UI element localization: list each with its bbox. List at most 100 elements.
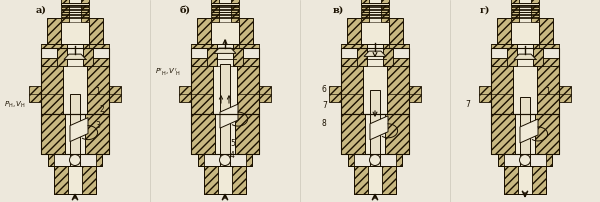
Text: 5: 5	[230, 139, 235, 148]
Text: 6: 6	[322, 85, 327, 94]
Bar	[491, 44, 511, 48]
Bar	[93, 58, 109, 66]
Bar	[211, 18, 239, 44]
Bar	[357, 44, 367, 66]
Bar	[519, 0, 532, 22]
Bar	[259, 86, 271, 102]
Bar	[246, 154, 252, 166]
Polygon shape	[220, 104, 238, 128]
Bar	[64, 58, 87, 114]
Bar	[197, 18, 211, 44]
Bar	[370, 90, 380, 166]
Bar	[511, 18, 539, 44]
Bar	[48, 154, 102, 166]
Bar	[387, 58, 409, 114]
Text: a): a)	[36, 6, 47, 15]
Bar	[232, 166, 246, 194]
Bar	[389, 18, 403, 44]
Polygon shape	[520, 119, 538, 143]
Bar	[341, 58, 357, 66]
Text: 3: 3	[95, 121, 100, 130]
Bar	[348, 154, 402, 166]
Bar	[498, 154, 504, 166]
Bar	[354, 166, 396, 194]
Bar	[235, 114, 259, 154]
Bar	[82, 166, 96, 194]
Bar	[504, 166, 546, 194]
Bar	[82, 0, 89, 22]
Bar	[29, 86, 41, 102]
Bar	[364, 58, 387, 114]
Bar	[498, 154, 552, 166]
Bar	[383, 44, 393, 66]
Bar	[532, 166, 546, 194]
Bar	[348, 154, 354, 166]
Bar	[68, 166, 82, 194]
Bar	[48, 154, 54, 166]
Bar	[70, 94, 80, 166]
Bar	[89, 18, 103, 44]
Bar	[220, 64, 230, 166]
Bar	[83, 44, 93, 66]
Bar	[491, 48, 559, 114]
Circle shape	[220, 155, 230, 165]
Bar	[191, 114, 259, 154]
Bar	[491, 58, 513, 114]
Bar	[382, 166, 396, 194]
Text: 1: 1	[545, 87, 550, 96]
Bar	[191, 114, 215, 154]
Bar	[232, 0, 239, 22]
Bar	[341, 114, 409, 154]
Text: в): в)	[333, 6, 344, 15]
Text: 2: 2	[100, 105, 105, 114]
Bar	[511, 3, 539, 5]
Bar	[367, 44, 383, 66]
Bar	[543, 58, 559, 66]
Bar	[368, 0, 382, 22]
Bar	[518, 166, 532, 194]
Bar	[382, 0, 389, 22]
Bar	[517, 44, 533, 66]
Bar	[191, 48, 259, 114]
Bar	[361, 0, 368, 22]
Bar	[546, 154, 552, 166]
Bar	[96, 154, 102, 166]
Circle shape	[370, 155, 380, 165]
Bar	[109, 86, 121, 102]
Text: $P_{\rm H}, V_{\rm H}$: $P_{\rm H}, V_{\rm H}$	[4, 100, 26, 110]
Bar	[491, 58, 507, 66]
Text: г): г)	[480, 6, 490, 15]
Bar	[491, 114, 559, 154]
Bar	[211, 3, 239, 5]
Bar	[85, 114, 109, 154]
Bar	[215, 114, 235, 154]
Bar	[559, 86, 571, 102]
Polygon shape	[70, 118, 88, 142]
Bar	[239, 18, 253, 44]
Text: 1: 1	[95, 87, 100, 96]
Bar	[533, 44, 543, 66]
Bar	[347, 18, 361, 44]
Bar	[65, 114, 85, 154]
Bar	[207, 44, 217, 66]
Bar	[198, 154, 204, 166]
Bar	[211, 0, 218, 22]
Text: $P'_{\rm H}, V'_{\rm H}$: $P'_{\rm H}, V'_{\rm H}$	[155, 67, 181, 78]
Bar	[539, 18, 553, 44]
Bar	[341, 58, 364, 114]
Bar	[54, 166, 68, 194]
Bar	[389, 44, 409, 48]
Bar	[539, 44, 559, 48]
Bar	[41, 48, 109, 114]
Bar	[396, 154, 402, 166]
Circle shape	[70, 155, 80, 165]
Bar	[67, 44, 83, 66]
Bar	[507, 44, 517, 66]
Bar	[41, 44, 61, 48]
Bar	[504, 166, 518, 194]
Text: 7: 7	[465, 100, 470, 109]
Bar	[69, 0, 82, 22]
Bar	[41, 114, 65, 154]
Bar	[365, 114, 385, 154]
Bar	[497, 18, 511, 44]
